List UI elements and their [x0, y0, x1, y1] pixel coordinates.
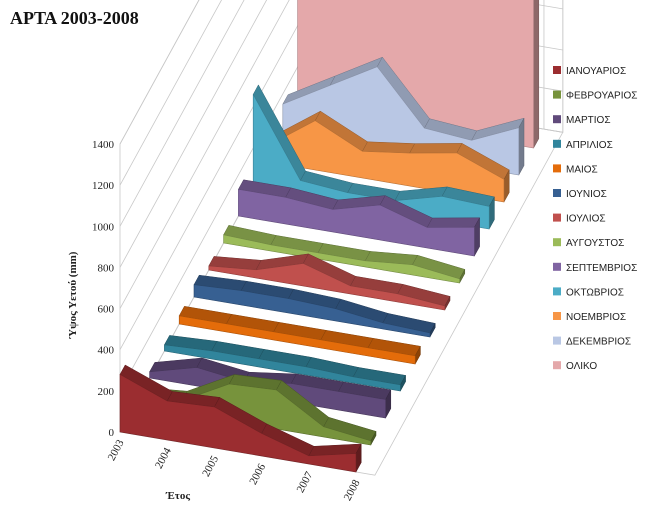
series-area — [223, 234, 460, 284]
series-8 — [223, 225, 466, 284]
x-tick-label: 2008 — [342, 477, 363, 502]
x-tick-label: 2005 — [200, 453, 221, 478]
legend-swatch — [553, 361, 561, 370]
y-tick-label: 0 — [109, 427, 115, 439]
legend-swatch — [553, 336, 561, 345]
legend-label: ΝΟΕΜΒΡΙΟΣ — [566, 312, 626, 323]
gridline — [119, 0, 222, 186]
y-tick-label: 1400 — [92, 139, 115, 151]
legend-swatch — [553, 115, 561, 124]
gridline — [119, 0, 268, 268]
y-tick-label: 400 — [98, 345, 115, 357]
series-area — [238, 188, 475, 257]
series-area — [164, 344, 401, 392]
series-area — [178, 315, 416, 365]
series-top-facet — [409, 143, 463, 154]
legend-label: ΟΚΤΩΒΡΙΟΣ — [566, 287, 624, 298]
legend-swatch — [553, 238, 561, 247]
series-9 — [238, 179, 481, 257]
legend-label: ΙΟΥΝΙΟΣ — [566, 189, 607, 200]
y-axis-title: Ύψος Υετού (mm) — [67, 251, 79, 339]
legend-label: ΙΟΥΛΙΟΣ — [566, 214, 606, 225]
legend-label: ΜΑΡΤΙΟΣ — [566, 115, 611, 126]
y-tick-label: 1200 — [92, 180, 115, 192]
series-area — [208, 263, 446, 311]
gridline — [119, 0, 563, 309]
legend-swatch — [553, 287, 561, 296]
legend-swatch — [553, 213, 561, 222]
legend-label: ΔΕΚΕΜΒΡΙΟΣ — [566, 337, 631, 348]
series-1 — [119, 364, 362, 473]
series-6 — [193, 274, 436, 338]
legend-swatch — [553, 139, 561, 148]
legend-label: ΑΠΡΙΛΙΟΣ — [566, 140, 613, 151]
series-area — [119, 373, 357, 473]
series-end-cap — [533, 0, 540, 149]
series-top-facet — [426, 217, 481, 228]
y-tick-label: 800 — [98, 262, 115, 274]
legend-swatch — [553, 66, 561, 74]
series-end-cap — [518, 118, 525, 176]
y-tick-label: 1000 — [92, 221, 115, 233]
legend-label: ΙΑΝΟΥΑΡΙΟΣ — [566, 66, 626, 77]
legend-swatch — [553, 164, 561, 173]
x-axis-title: Έτος — [165, 490, 190, 502]
gridline — [119, 0, 245, 227]
y-tick-label: 600 — [98, 304, 115, 316]
x-tick-label: 2003 — [106, 437, 127, 462]
x-tick-label: 2004 — [153, 445, 174, 470]
legend-label: ΑΥΓΟΥΣΤΟΣ — [566, 238, 624, 249]
legend-label: ΟΛΙΚΟ — [566, 361, 597, 372]
chart-title: ΑΡΤΑ 2003-2008 — [10, 8, 139, 28]
legend-swatch — [553, 312, 561, 320]
series-area — [193, 284, 431, 338]
legend: ΙΑΝΟΥΑΡΙΟΣ ΦΕΒΡΟΥΑΡΙΟΣ ΜΑΡΤΙΟΣ ΑΠΡΙΛΙΟΣ ΜΑΙΟ… — [553, 66, 637, 372]
series-7 — [208, 253, 451, 311]
series-5 — [178, 306, 421, 365]
series-4 — [164, 335, 406, 392]
legend-label: ΜΑΙΟΣ — [566, 164, 598, 175]
y-axis-ticks: 0 200 400 600 800 1000 1200 1400 — [92, 139, 115, 439]
series-layer — [119, 0, 540, 473]
legend-swatch — [553, 262, 561, 271]
x-tick-label: 2007 — [295, 469, 316, 494]
x-tick-label: 2006 — [247, 461, 268, 486]
legend-label: ΣΕΠΤΕΜΒΡΙΟΣ — [566, 263, 637, 274]
legend-label: ΦΕΒΡΟΥΑΡΙΟΣ — [566, 91, 637, 102]
y-tick-label: 200 — [98, 386, 115, 398]
gridline — [119, 0, 200, 145]
legend-swatch — [553, 90, 561, 99]
legend-swatch — [553, 189, 561, 197]
